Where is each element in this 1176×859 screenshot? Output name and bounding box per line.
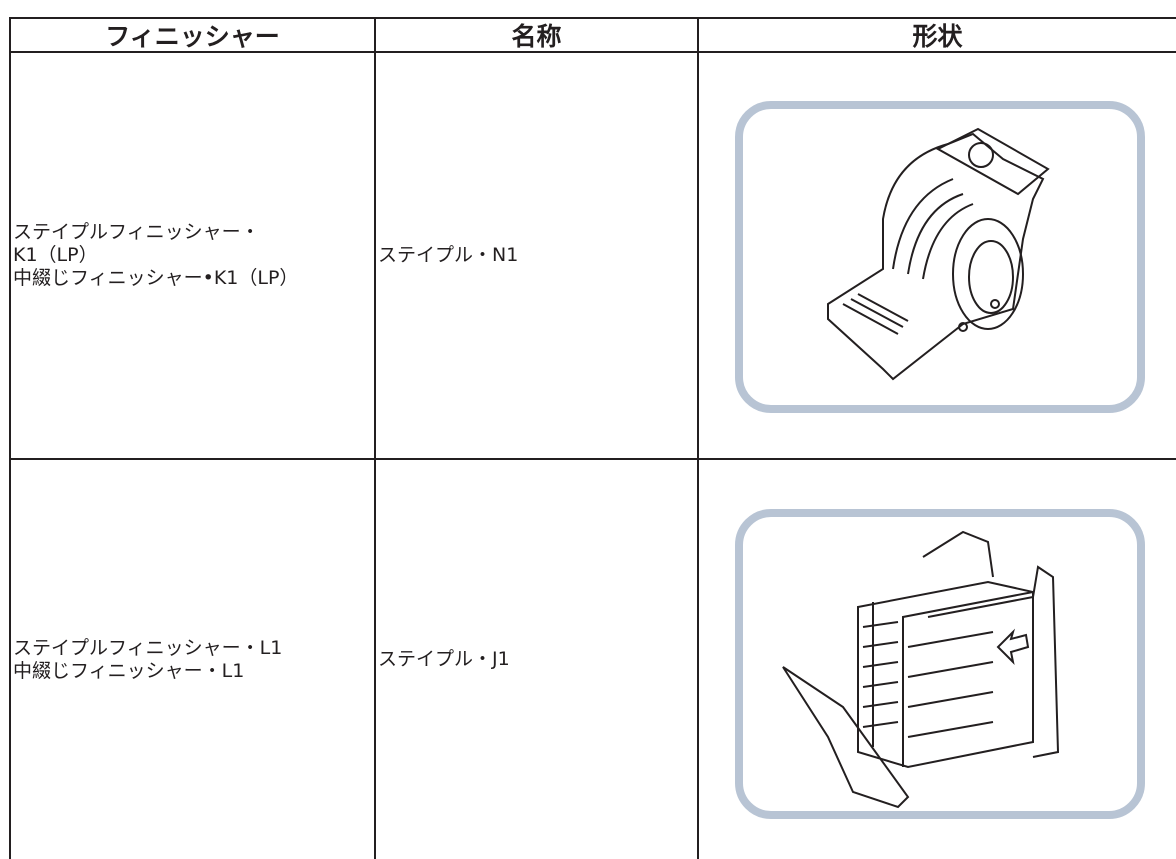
text-line: ステイプル・J1 [378, 648, 510, 670]
border [374, 17, 376, 859]
text-line: K1（LP） [13, 244, 98, 266]
header-cell: 形状 [912, 22, 963, 51]
finisher-cell: ステイプルフィニッシャー・ K1（LP） 中綴じフィニッシャー•K1（LP） [11, 53, 373, 458]
text-line: 中綴じフィニッシャー・L1 [13, 659, 245, 682]
border [9, 51, 1176, 53]
finisher-cell: ステイプルフィニッシャー・L1 中綴じフィニッシャー・L1 [11, 460, 373, 859]
name-cell: ステイプル・N1 [376, 53, 696, 458]
text-line: ステイプルフィニッシャー・ [13, 221, 260, 243]
staple-n1-image [735, 101, 1145, 413]
text-line: ステイプル・N1 [378, 244, 519, 266]
header-cell: 名称 [511, 22, 562, 51]
staple-j1-image [735, 509, 1145, 819]
border [697, 17, 699, 859]
text-line: 中綴じフィニッシャー•K1（LP） [13, 267, 299, 289]
header-cell: フィニッシャー [105, 22, 280, 51]
border [9, 17, 11, 859]
name-cell: ステイプル・J1 [376, 460, 696, 859]
text-line: ステイプルフィニッシャー・L1 [13, 636, 283, 659]
border [9, 17, 1176, 19]
border [9, 458, 1176, 460]
